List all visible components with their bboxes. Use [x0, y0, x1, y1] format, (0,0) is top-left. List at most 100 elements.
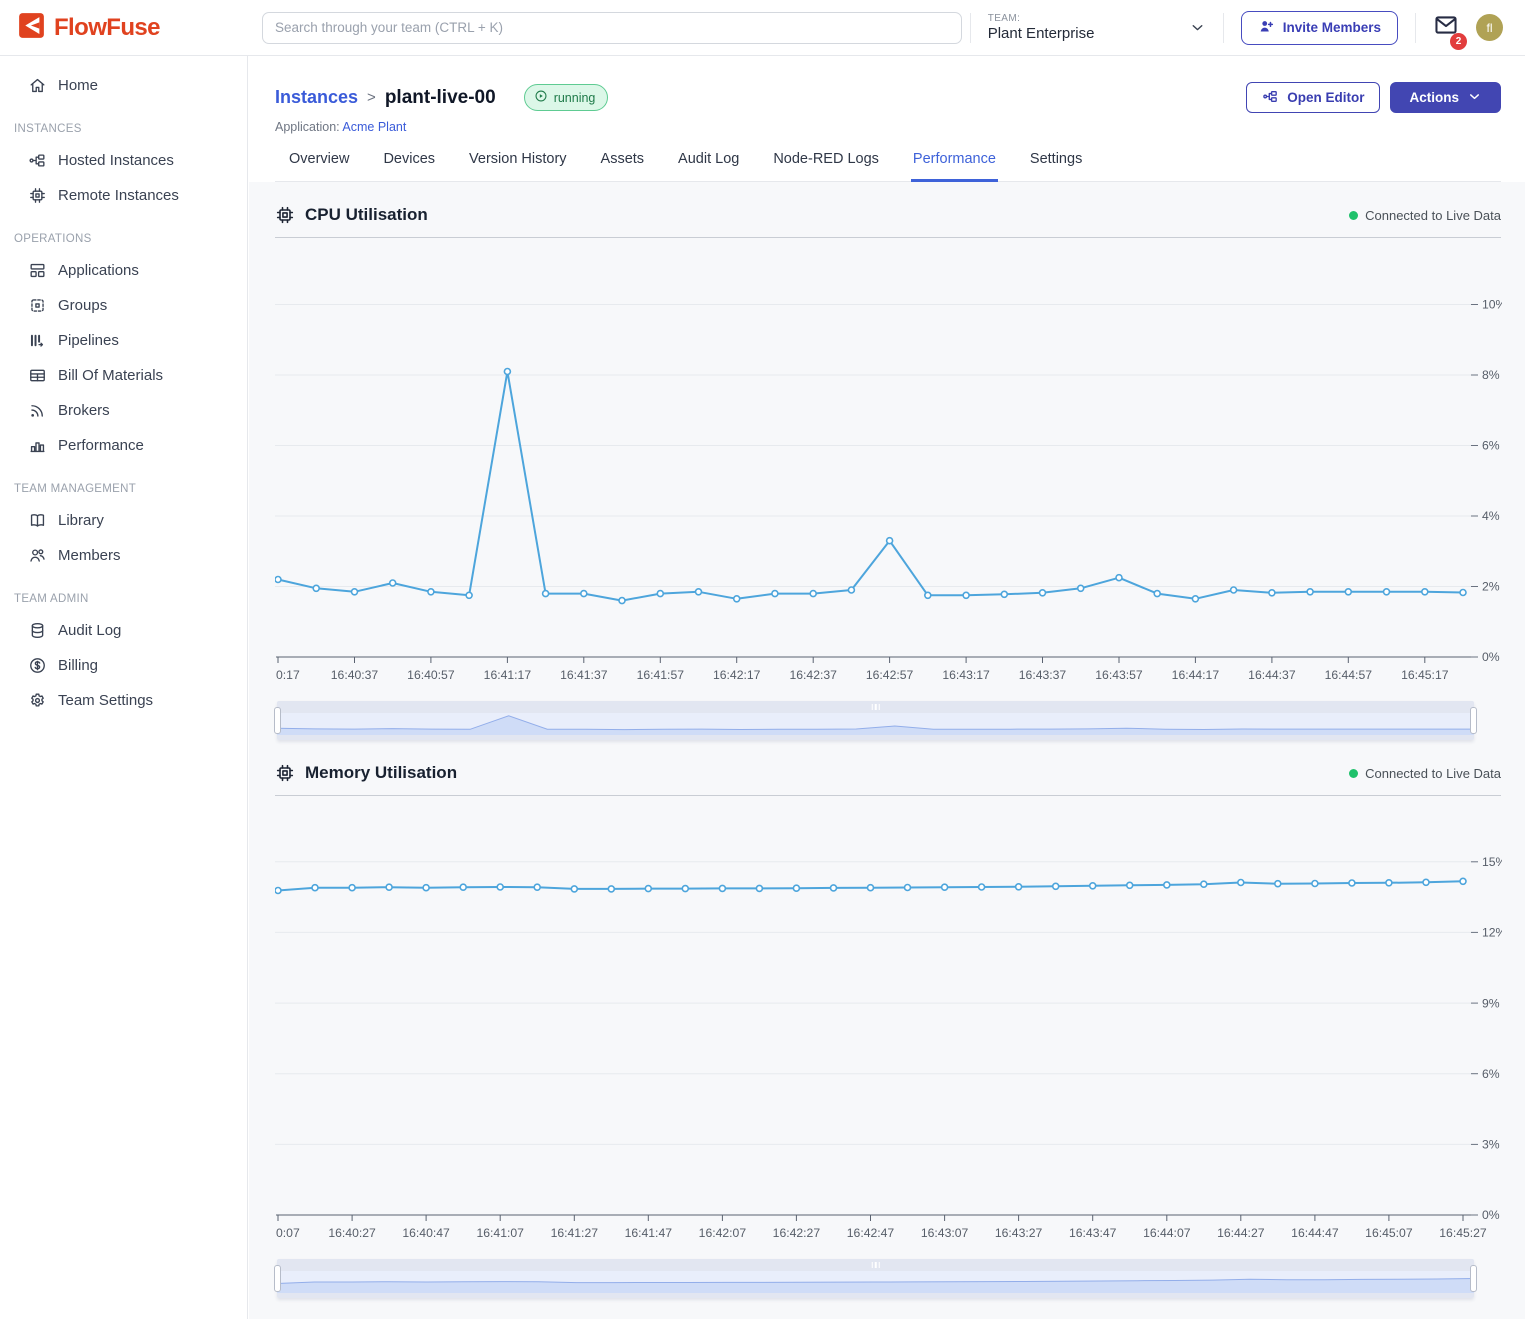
svg-text:16:42:57: 16:42:57 [866, 668, 914, 682]
open-editor-button[interactable]: Open Editor [1246, 82, 1380, 113]
navigator-left-handle[interactable] [274, 1265, 281, 1292]
sidebar-item-library[interactable]: Library [0, 503, 247, 538]
sidebar-item-brokers[interactable]: Brokers [0, 393, 247, 428]
tab-node-red-logs[interactable]: Node-RED Logs [771, 151, 881, 182]
gridlines [275, 862, 1471, 1145]
navigator-left-handle[interactable] [274, 707, 281, 734]
tab-performance[interactable]: Performance [911, 151, 998, 182]
tab-assets[interactable]: Assets [599, 151, 647, 182]
navigator-drag-handle[interactable] [277, 1259, 1474, 1271]
notification-count-badge: 2 [1450, 33, 1467, 50]
sidebar-section-title-operations: OPERATIONS [0, 213, 247, 253]
chart-section-cpu-utilisation: CPU Utilisation Connected to Live Data 0%2… [275, 182, 1501, 740]
live-status-label: Connected to Live Data [1365, 766, 1501, 781]
search-input[interactable] [262, 12, 962, 44]
sidebar-section-title-team-admin: TEAM ADMIN [0, 573, 247, 613]
svg-text:0%: 0% [1482, 1208, 1500, 1222]
navigator-minimap[interactable] [277, 1271, 1474, 1293]
cpu-utilisation-chart[interactable]: 0%2%4%6%8%10%0:1716:40:3716:40:5716:41:1… [275, 238, 1502, 688]
chart-range-navigator [277, 701, 1474, 740]
x-axis: 0:0716:40:2716:40:4716:41:0716:41:2716:4… [276, 1215, 1487, 1240]
sidebar-item-billing[interactable]: Billing [0, 648, 247, 683]
svg-text:16:40:37: 16:40:37 [331, 668, 379, 682]
tab-devices[interactable]: Devices [381, 151, 437, 182]
grip-dots-icon [871, 1262, 880, 1268]
sidebar-item-performance[interactable]: Performance [0, 428, 247, 463]
navigator-minimap[interactable] [277, 713, 1474, 735]
cpu-chip-icon [275, 205, 295, 225]
chart-section-memory-utilisation: Memory Utilisation Connected to Live Data… [275, 740, 1501, 1298]
sidebar-item-audit-log[interactable]: Audit Log [0, 613, 247, 648]
sidebar-section-title-instances: INSTANCES [0, 103, 247, 143]
sidebar-item-applications[interactable]: Applications [0, 253, 247, 288]
navigator-drag-handle[interactable] [277, 701, 1474, 713]
sidebar-item-bill-of-materials[interactable]: Bill Of Materials [0, 358, 247, 393]
groups-icon [28, 296, 47, 315]
navigator-area [277, 716, 1474, 735]
sidebar-item-members[interactable]: Members [0, 538, 247, 573]
node-editor-icon [1262, 88, 1279, 108]
sidebar-item-label: Pipelines [58, 332, 119, 349]
sidebar-item-label: Bill Of Materials [58, 367, 163, 384]
chart-title: Memory Utilisation [305, 763, 457, 783]
svg-text:16:40:47: 16:40:47 [402, 1226, 450, 1240]
actions-label: Actions [1409, 90, 1459, 105]
live-data-status: Connected to Live Data [1349, 208, 1501, 223]
svg-text:16:43:57: 16:43:57 [1095, 668, 1143, 682]
avatar[interactable]: fl [1476, 14, 1503, 41]
sidebar-item-team-settings[interactable]: Team Settings [0, 683, 247, 718]
svg-text:16:44:47: 16:44:47 [1291, 1226, 1339, 1240]
tab-audit-log[interactable]: Audit Log [676, 151, 741, 182]
memory-utilisation-chart[interactable]: 0%3%6%9%12%15%0:0716:40:2716:40:4716:41:… [275, 796, 1502, 1246]
y-axis: 0%2%4%6%8%10% [1471, 298, 1502, 665]
svg-text:16:43:37: 16:43:37 [1019, 668, 1067, 682]
sidebar: Home INSTANCES Hosted Instances Remote Inst… [0, 56, 248, 1319]
flowfuse-logo[interactable]: FlowFuse [0, 12, 248, 44]
status-badge-label: running [554, 91, 596, 105]
svg-text:6%: 6% [1482, 1067, 1500, 1081]
top-header: FlowFuse TEAM: Plant Enterprise Invite M… [0, 0, 1525, 56]
svg-text:0:07: 0:07 [276, 1226, 300, 1240]
team-selector[interactable]: TEAM: Plant Enterprise [988, 13, 1206, 42]
sidebar-item-label: Hosted Instances [58, 152, 174, 169]
breadcrumb-instances-link[interactable]: Instances [275, 87, 358, 108]
sidebar-item-label: Home [58, 77, 98, 94]
svg-text:6%: 6% [1482, 439, 1500, 453]
svg-text:16:43:07: 16:43:07 [921, 1226, 969, 1240]
sidebar-item-label: Performance [58, 437, 144, 454]
live-status-dot-icon [1349, 769, 1358, 778]
application-link[interactable]: Acme Plant [342, 120, 406, 134]
tab-settings[interactable]: Settings [1028, 151, 1084, 182]
page-header: Instances > plant-live-00 running [249, 56, 1525, 182]
chart-title: CPU Utilisation [305, 205, 428, 225]
library-icon [28, 511, 47, 530]
tab-version-history[interactable]: Version History [467, 151, 569, 182]
sidebar-item-hosted-instances[interactable]: Hosted Instances [0, 143, 247, 178]
notifications-button[interactable]: 2 [1433, 12, 1459, 43]
svg-text:3%: 3% [1482, 1138, 1500, 1152]
invite-members-label: Invite Members [1283, 20, 1381, 35]
hosted-instances-icon [28, 151, 47, 170]
navigator-right-handle[interactable] [1470, 1265, 1477, 1292]
breadcrumb-separator: > [367, 89, 376, 106]
navigator-right-handle[interactable] [1470, 707, 1477, 734]
header-divider [1223, 13, 1224, 43]
invite-members-button[interactable]: Invite Members [1241, 11, 1398, 45]
sidebar-item-label: Applications [58, 262, 139, 279]
data-points [275, 878, 1466, 893]
sidebar-item-pipelines[interactable]: Pipelines [0, 323, 247, 358]
sidebar-item-label: Members [58, 547, 121, 564]
flowfuse-logo-icon [18, 12, 45, 44]
performance-icon [28, 436, 47, 455]
tab-overview[interactable]: Overview [287, 151, 351, 182]
grip-dots-icon [871, 704, 880, 710]
chevron-down-icon [1467, 89, 1482, 107]
remote-instances-icon [28, 186, 47, 205]
actions-button[interactable]: Actions [1390, 82, 1501, 113]
sidebar-item-groups[interactable]: Groups [0, 288, 247, 323]
svg-text:16:44:17: 16:44:17 [1172, 668, 1220, 682]
svg-text:16:42:37: 16:42:37 [789, 668, 837, 682]
navigator-line [277, 716, 1474, 730]
sidebar-item-home[interactable]: Home [0, 68, 247, 103]
sidebar-item-remote-instances[interactable]: Remote Instances [0, 178, 247, 213]
